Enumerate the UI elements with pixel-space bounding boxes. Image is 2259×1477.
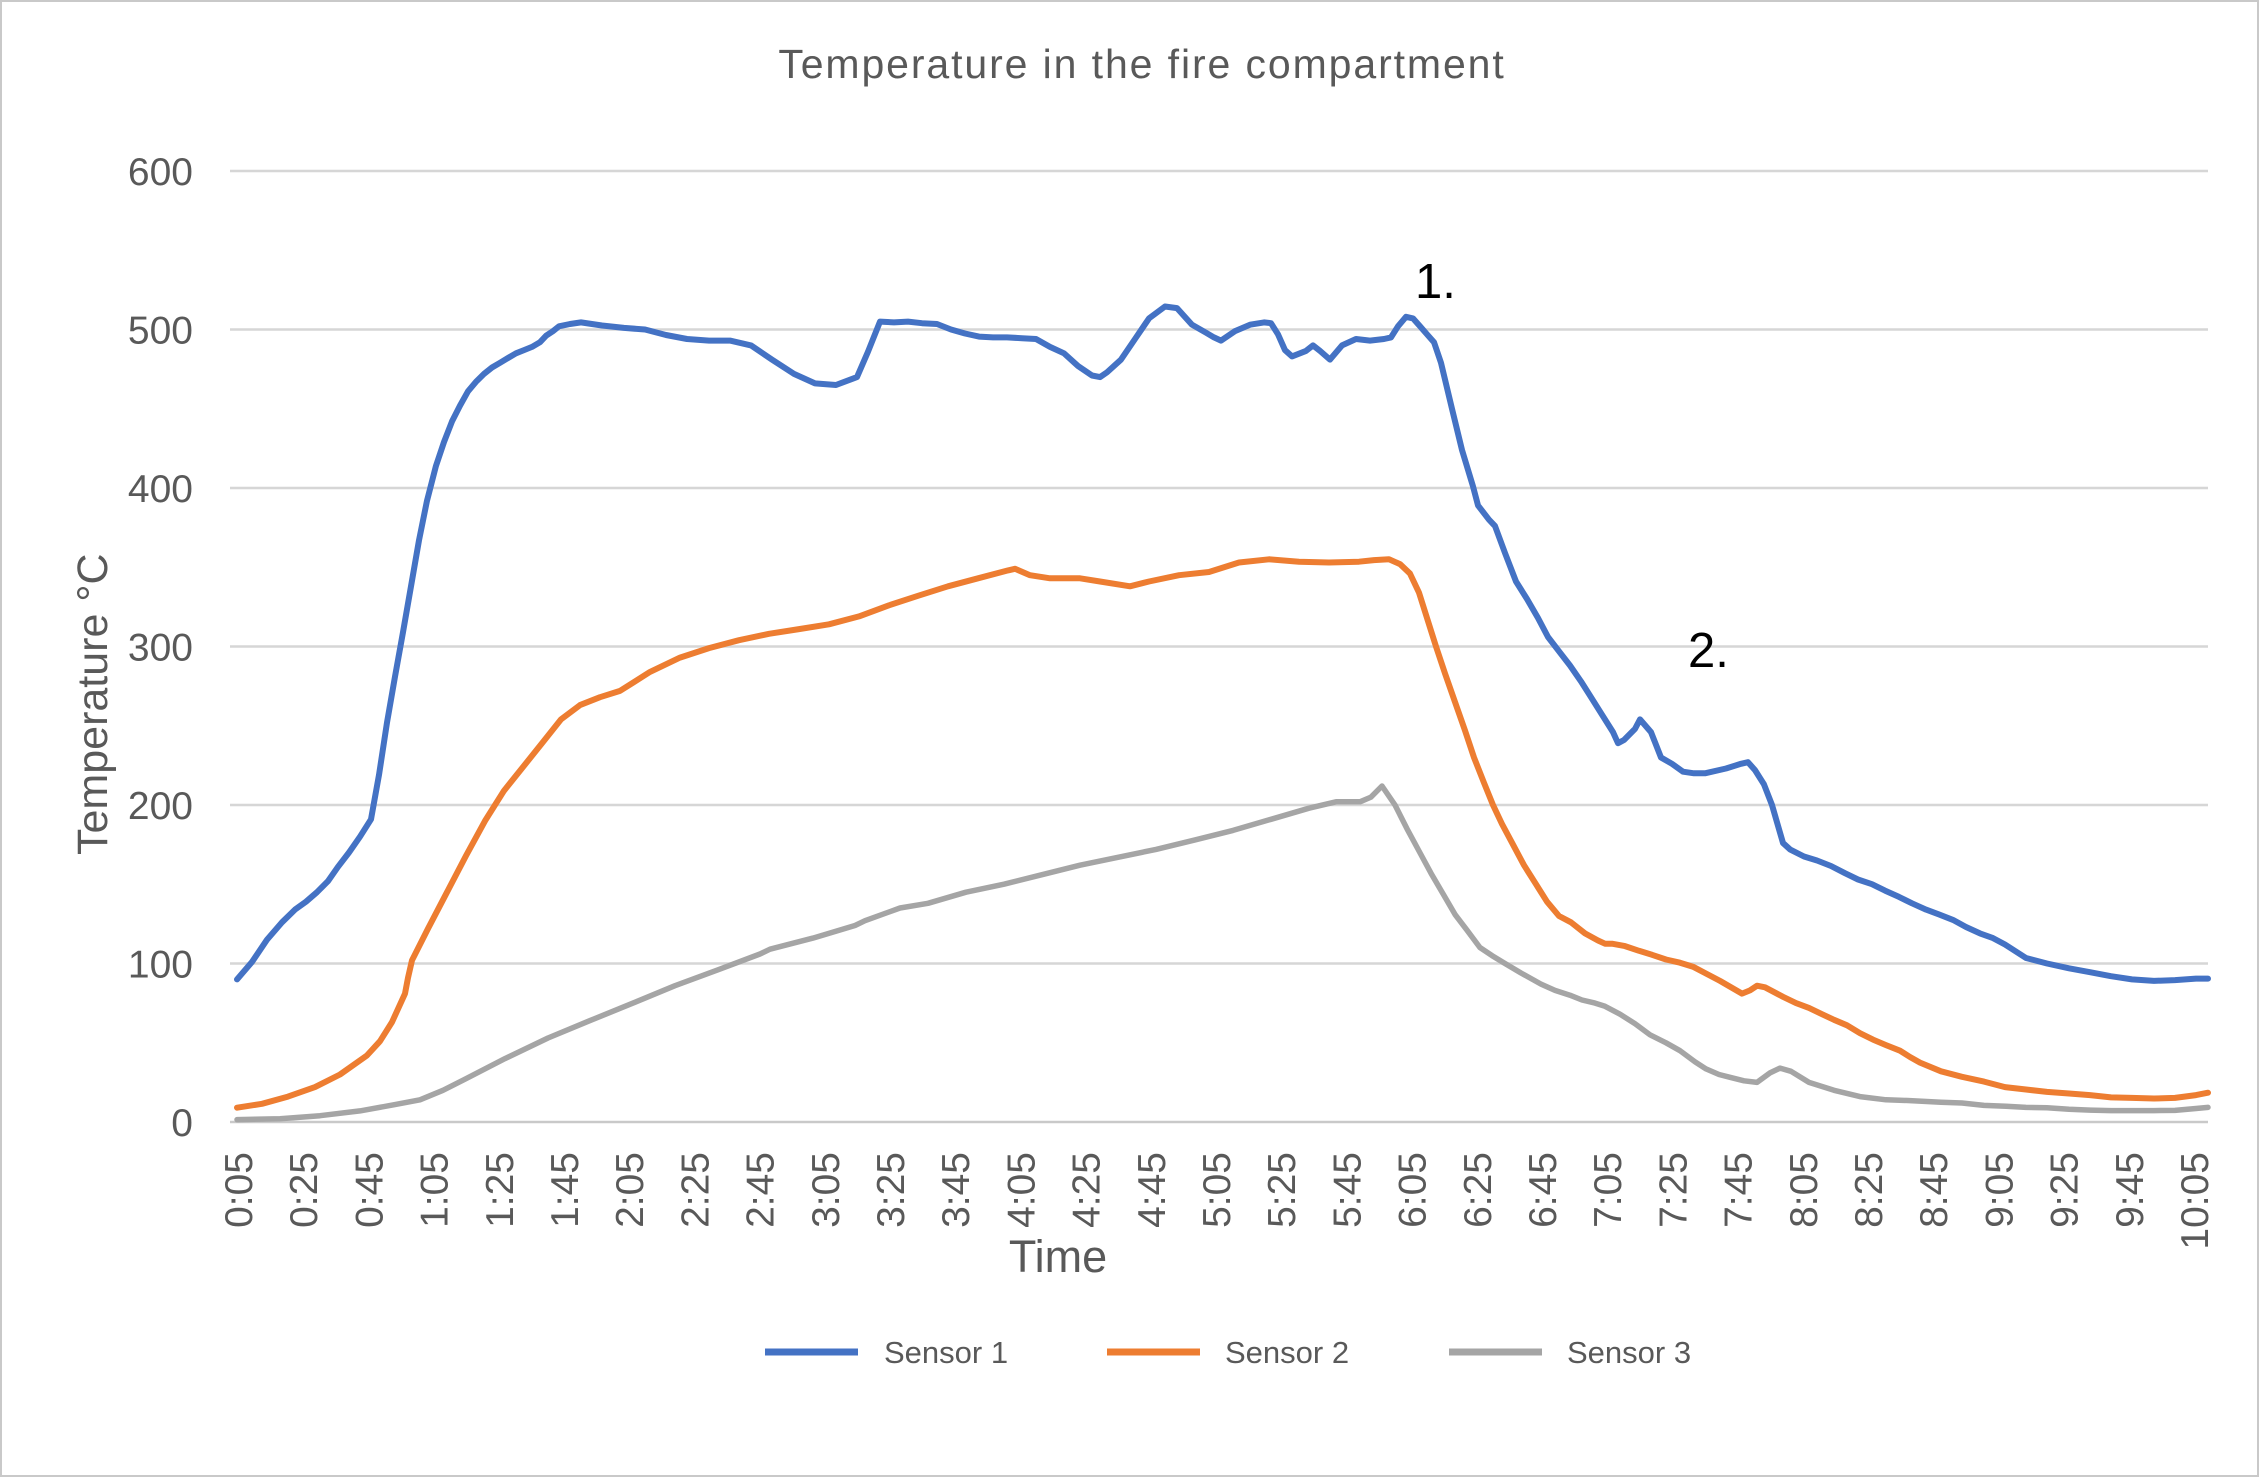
svg-text:9:05: 9:05 xyxy=(1978,1152,2021,1228)
svg-text:Sensor 2: Sensor 2 xyxy=(1225,1335,1349,1370)
svg-text:3:05: 3:05 xyxy=(805,1152,848,1228)
svg-text:300: 300 xyxy=(128,627,193,670)
svg-text:7:25: 7:25 xyxy=(1652,1152,1695,1228)
svg-text:Time: Time xyxy=(1009,1231,1107,1282)
svg-text:6:45: 6:45 xyxy=(1522,1152,1565,1228)
svg-text:6:05: 6:05 xyxy=(1392,1152,1435,1228)
svg-text:0:05: 0:05 xyxy=(218,1152,261,1228)
svg-text:4:45: 4:45 xyxy=(1131,1152,1174,1228)
svg-text:3:25: 3:25 xyxy=(870,1152,913,1228)
svg-text:5:25: 5:25 xyxy=(1261,1152,1304,1228)
svg-text:1:05: 1:05 xyxy=(414,1152,457,1228)
svg-text:1:45: 1:45 xyxy=(544,1152,587,1228)
svg-text:7:45: 7:45 xyxy=(1718,1152,1761,1228)
svg-text:0:25: 0:25 xyxy=(283,1152,326,1228)
svg-text:9:25: 9:25 xyxy=(2044,1152,2087,1228)
svg-text:4:25: 4:25 xyxy=(1066,1152,1109,1228)
svg-text:6:25: 6:25 xyxy=(1457,1152,1500,1228)
svg-text:200: 200 xyxy=(128,785,193,828)
svg-text:8:05: 8:05 xyxy=(1783,1152,1826,1228)
svg-text:5:45: 5:45 xyxy=(1326,1152,1369,1228)
svg-text:4:05: 4:05 xyxy=(1000,1152,1043,1228)
svg-text:Temperature °C: Temperature °C xyxy=(69,553,117,855)
svg-text:8:25: 8:25 xyxy=(1848,1152,1891,1228)
svg-text:Temperature in the fire compar: Temperature in the fire compartment xyxy=(778,41,1505,87)
svg-text:Sensor 1: Sensor 1 xyxy=(884,1335,1008,1370)
svg-text:2:45: 2:45 xyxy=(740,1152,783,1228)
svg-text:2.: 2. xyxy=(1688,624,1729,678)
svg-text:600: 600 xyxy=(128,151,193,194)
svg-text:1.: 1. xyxy=(1415,255,1456,309)
svg-text:Sensor 3: Sensor 3 xyxy=(1567,1335,1691,1370)
svg-text:1:25: 1:25 xyxy=(479,1152,522,1228)
svg-text:0: 0 xyxy=(171,1102,193,1145)
svg-text:10:05: 10:05 xyxy=(2174,1152,2217,1250)
svg-text:2:05: 2:05 xyxy=(609,1152,652,1228)
svg-text:5:05: 5:05 xyxy=(1196,1152,1239,1228)
svg-text:7:05: 7:05 xyxy=(1587,1152,1630,1228)
svg-text:8:45: 8:45 xyxy=(1913,1152,1956,1228)
svg-text:3:45: 3:45 xyxy=(935,1152,978,1228)
svg-text:9:45: 9:45 xyxy=(2109,1152,2152,1228)
svg-text:400: 400 xyxy=(128,468,193,511)
svg-text:500: 500 xyxy=(128,310,193,353)
svg-text:100: 100 xyxy=(128,944,193,987)
svg-text:2:25: 2:25 xyxy=(674,1152,717,1228)
svg-text:0:45: 0:45 xyxy=(348,1152,391,1228)
